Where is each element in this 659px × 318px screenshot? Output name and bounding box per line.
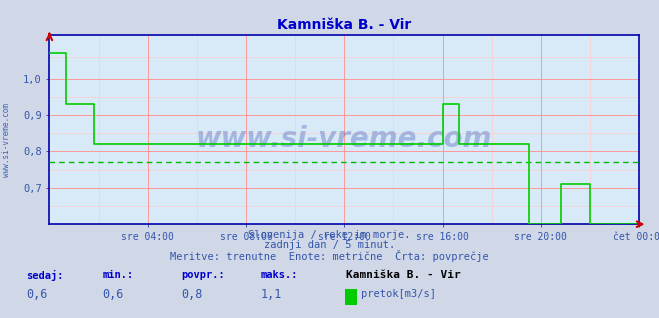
Text: Kamniška B. - Vir: Kamniška B. - Vir: [346, 270, 461, 280]
Text: maks.:: maks.:: [260, 270, 298, 280]
Text: Meritve: trenutne  Enote: metrične  Črta: povprečje: Meritve: trenutne Enote: metrične Črta: …: [170, 250, 489, 262]
Text: 0,6: 0,6: [26, 288, 47, 301]
Text: www.si-vreme.com: www.si-vreme.com: [196, 125, 492, 153]
Text: pretok[m3/s]: pretok[m3/s]: [361, 289, 436, 299]
Text: Slovenija / reke in morje.: Slovenija / reke in morje.: [248, 230, 411, 240]
Title: Kamniška B. - Vir: Kamniška B. - Vir: [277, 18, 411, 32]
Text: 0,6: 0,6: [102, 288, 123, 301]
Text: min.:: min.:: [102, 270, 133, 280]
Text: 1,1: 1,1: [260, 288, 281, 301]
Text: zadnji dan / 5 minut.: zadnji dan / 5 minut.: [264, 240, 395, 251]
Text: 0,8: 0,8: [181, 288, 202, 301]
Text: povpr.:: povpr.:: [181, 270, 225, 280]
Text: www.si-vreme.com: www.si-vreme.com: [2, 103, 11, 177]
Text: sedaj:: sedaj:: [26, 270, 64, 280]
